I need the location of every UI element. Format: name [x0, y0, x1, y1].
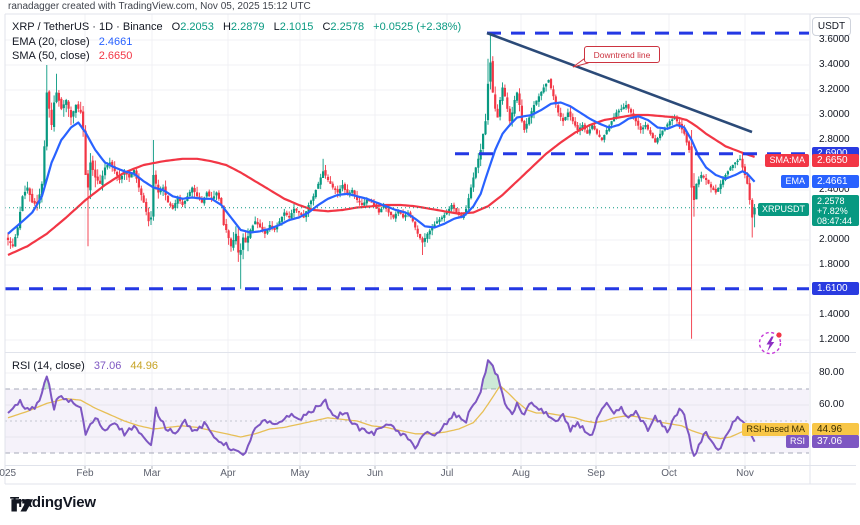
- time-axis-label[interactable]: Jul: [440, 468, 454, 479]
- rsi-tag-value: 37.06: [812, 435, 859, 449]
- close-value: 2.2578: [330, 21, 365, 33]
- sma-tag-value: 2.6650: [812, 153, 859, 167]
- time-axis-label[interactable]: Sep: [587, 468, 605, 479]
- open-label: O: [171, 21, 181, 33]
- price-axis-tick[interactable]: 3.2000: [819, 84, 850, 95]
- rsi-ma-tag-name: RSI-based MA: [742, 422, 809, 436]
- rsi-axis-tick[interactable]: 80.00: [819, 367, 845, 378]
- watermark: ranadagger created with TradingView.com,…: [8, 1, 311, 12]
- low-value: 2.1015: [279, 21, 314, 33]
- rsi-ma-value: 44.96: [130, 360, 158, 372]
- rsi-tag-name: RSI: [785, 435, 809, 449]
- symbol-legend-row: XRP / TetherUS · 1D · Binance O2.2053 H2…: [12, 21, 461, 33]
- price-axis-tick[interactable]: 2.4000: [819, 184, 850, 195]
- price-axis-tick[interactable]: 3.6000: [819, 34, 850, 45]
- ema-tag-name: EMA: [781, 175, 809, 189]
- rsi-ma-tag-value: 44.96: [812, 422, 859, 436]
- time-axis-label[interactable]: 2025: [0, 468, 17, 479]
- time-axis-label[interactable]: Nov: [736, 468, 754, 479]
- rsi-value: 37.06: [93, 360, 122, 372]
- flash-icon: [758, 331, 782, 355]
- ema-tag-value: 2.4661: [812, 175, 859, 189]
- ema-legend-row: EMA (20, close) 2.4661: [12, 36, 132, 48]
- price-axis-tick[interactable]: 1.8000: [819, 259, 850, 270]
- close-label: C: [322, 21, 331, 33]
- notification-dot: [776, 332, 782, 338]
- price-axis-tick[interactable]: 1.4000: [819, 309, 850, 320]
- time-axis-label[interactable]: Jun: [366, 468, 384, 479]
- downtrend-callout-label[interactable]: Downtrend line: [584, 46, 660, 63]
- sma-value: 2.6650: [98, 50, 133, 62]
- open-value: 2.2053: [180, 21, 214, 33]
- time-axis-label[interactable]: Oct: [661, 468, 677, 479]
- price-axis-tick[interactable]: 2.8000: [819, 134, 850, 145]
- ema-label: EMA (20, close): [12, 36, 90, 48]
- rsi-axis-tick[interactable]: 60.00: [819, 399, 845, 410]
- symbol-title: XRP / TetherUS · 1D · Binance: [12, 21, 163, 33]
- time-axis-label[interactable]: Apr: [220, 468, 236, 479]
- price-axis-tick[interactable]: 3.4000: [819, 59, 850, 70]
- symbol-tag-value: 2.2578 +7.82% 08:47:44: [812, 194, 859, 226]
- tradingview-logo-icon: [11, 499, 34, 512]
- time-axis-label[interactable]: May: [290, 468, 310, 479]
- price-axis-tick[interactable]: 1.2000: [819, 334, 850, 345]
- symbol-tag-name: XRPUSDT: [757, 203, 809, 217]
- change-value: +0.0525 (+2.38%): [373, 21, 462, 33]
- flash-icon-button[interactable]: [756, 327, 786, 357]
- time-axis-label[interactable]: Aug: [512, 468, 530, 479]
- currency-toggle-button[interactable]: USDT: [812, 17, 851, 36]
- high-value: 2.2879: [230, 21, 265, 33]
- time-axis-label[interactable]: Feb: [76, 468, 94, 479]
- price-axis-tick[interactable]: 3.0000: [819, 109, 850, 120]
- ema-value: 2.4661: [98, 36, 133, 48]
- tradingview-logo[interactable]: TradingView: [10, 494, 96, 512]
- high-label: H: [222, 21, 231, 33]
- tradingview-logo-text: TradingView: [10, 494, 96, 511]
- rsi-label: RSI (14, close): [12, 360, 85, 372]
- sma-tag-name: SMA:MA: [765, 153, 809, 167]
- lightning-bolt-icon: [766, 336, 775, 352]
- level-1-61-value: 1.6100: [812, 282, 859, 296]
- sma-label: SMA (50, close): [12, 50, 90, 62]
- low-label: L: [273, 21, 280, 33]
- price-axis-tick[interactable]: 2.0000: [819, 234, 850, 245]
- rsi-legend-row: RSI (14, close) 37.06 44.96: [12, 360, 158, 372]
- sma-legend-row: SMA (50, close) 2.6650: [12, 50, 132, 62]
- time-axis-label[interactable]: Mar: [143, 468, 161, 479]
